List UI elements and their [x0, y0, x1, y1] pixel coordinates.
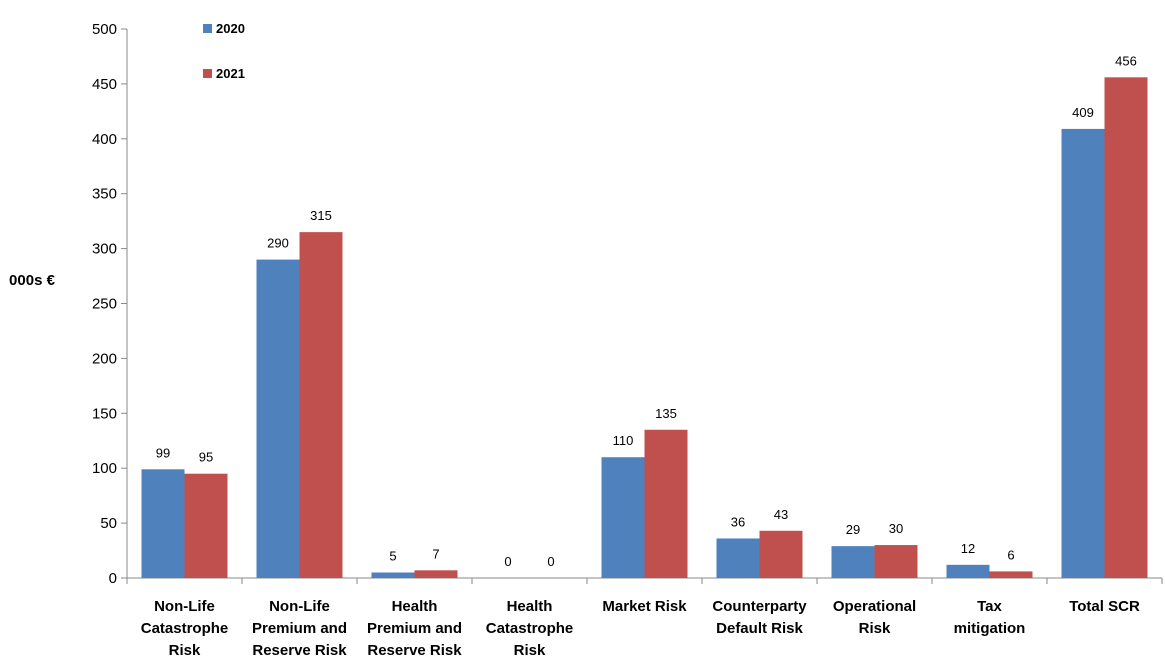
x-category-label-line: Premium and [252, 620, 347, 637]
data-labels: 99 290 5 0 110 36 29 12 409 95 315 7 0 135 43 30 6 456 [156, 53, 1137, 569]
legend-label-2021: 2021 [216, 66, 245, 81]
data-label-2020: 36 [731, 514, 745, 529]
y-tick-label: 100 [92, 460, 117, 477]
x-category-label-line: Risk [514, 642, 546, 659]
bar-2020-6 [831, 546, 875, 578]
data-label-2021: 315 [310, 208, 332, 223]
data-label-2020: 5 [389, 549, 396, 564]
x-category-label-line: Counterparty [712, 598, 807, 615]
x-category-label-line: Health [507, 598, 553, 615]
data-label-2021: 95 [199, 450, 213, 465]
x-category-label: Counterparty Default Risk [712, 598, 807, 637]
x-category-label: Total SCR [1069, 598, 1140, 615]
legend: 2020 2021 [203, 21, 245, 81]
data-label-2020: 110 [613, 433, 634, 448]
data-label-2020: 409 [1072, 105, 1094, 120]
legend-label-2020: 2020 [216, 21, 245, 36]
y-tick-label: 0 [109, 570, 117, 587]
y-tick-label: 300 [92, 241, 117, 258]
bar-2021-5 [759, 530, 803, 578]
y-tick-label: 150 [92, 405, 117, 422]
bar-2020-2 [371, 572, 415, 578]
data-label-2021: 456 [1115, 53, 1137, 68]
x-category-label-line: Catastrophe [141, 620, 229, 637]
legend-swatch-2021 [203, 69, 212, 78]
x-category-label: Health Catastrophe Risk [486, 598, 574, 659]
bar-2020-0 [141, 469, 185, 578]
x-category-label-line: Risk [169, 642, 201, 659]
data-label-2021: 135 [655, 406, 677, 421]
x-category-label-line: mitigation [954, 620, 1026, 637]
x-category-label-line: Risk [859, 620, 891, 637]
x-category-label-line: Non-Life [154, 598, 215, 615]
y-tick-label: 500 [92, 21, 117, 38]
x-category-label-line: Market Risk [602, 598, 687, 615]
y-tick-label: 200 [92, 350, 117, 367]
data-label-2021: 0 [547, 554, 554, 569]
data-label-2020: 12 [961, 541, 975, 556]
data-label-2021: 43 [774, 507, 788, 522]
y-tick-label: 50 [100, 515, 117, 532]
y-tick-label: 400 [92, 131, 117, 148]
y-axis-title: 000s € [9, 272, 56, 289]
x-category-label-line: Reserve Risk [367, 642, 462, 659]
x-category-label-line: Total SCR [1069, 598, 1140, 615]
x-category-label: Health Premium and Reserve Risk [367, 598, 462, 659]
bar-2021-2 [414, 570, 458, 578]
data-label-2020: 29 [846, 522, 860, 537]
x-category-label-line: Operational [833, 598, 916, 615]
bar-2021-1 [299, 232, 343, 578]
bar-2021-7 [989, 571, 1033, 578]
bar-2020-5 [716, 538, 760, 578]
x-category-label-line: Tax [977, 598, 1002, 615]
bars [141, 77, 1148, 578]
x-category-label-line: Non-Life [269, 598, 330, 615]
x-category-label: Non-Life Premium and Reserve Risk [252, 598, 347, 659]
legend-swatch-2020 [203, 24, 212, 33]
bar-2021-0 [184, 473, 228, 578]
data-label-2020: 290 [267, 236, 289, 251]
x-category-label-line: Default Risk [716, 620, 803, 637]
data-label-2021: 7 [432, 546, 439, 561]
data-label-2021: 6 [1007, 547, 1014, 562]
y-tick-label: 450 [92, 76, 117, 93]
x-category-label-line: Catastrophe [486, 620, 574, 637]
x-category-label: Tax mitigation [954, 598, 1026, 637]
y-tick-label: 250 [92, 296, 117, 313]
bar-2020-8 [1061, 128, 1105, 578]
x-category-label-line: Reserve Risk [252, 642, 347, 659]
bar-2021-4 [644, 429, 688, 578]
bar-2021-8 [1104, 77, 1148, 578]
bar-2020-7 [946, 564, 990, 578]
x-category-label: Market Risk [602, 598, 687, 615]
x-category-label: Non-Life Catastrophe Risk [141, 598, 229, 659]
bar-2021-6 [874, 545, 918, 578]
data-label-2020: 0 [504, 554, 511, 569]
x-category-label-line: Premium and [367, 620, 462, 637]
data-label-2021: 30 [889, 521, 903, 536]
bar-2020-4 [601, 457, 645, 578]
y-tick-label: 350 [92, 186, 117, 203]
bar-2020-1 [256, 259, 300, 578]
data-label-2020: 99 [156, 445, 170, 460]
x-category-label-line: Health [392, 598, 438, 615]
x-category-label: Operational Risk [833, 598, 916, 637]
